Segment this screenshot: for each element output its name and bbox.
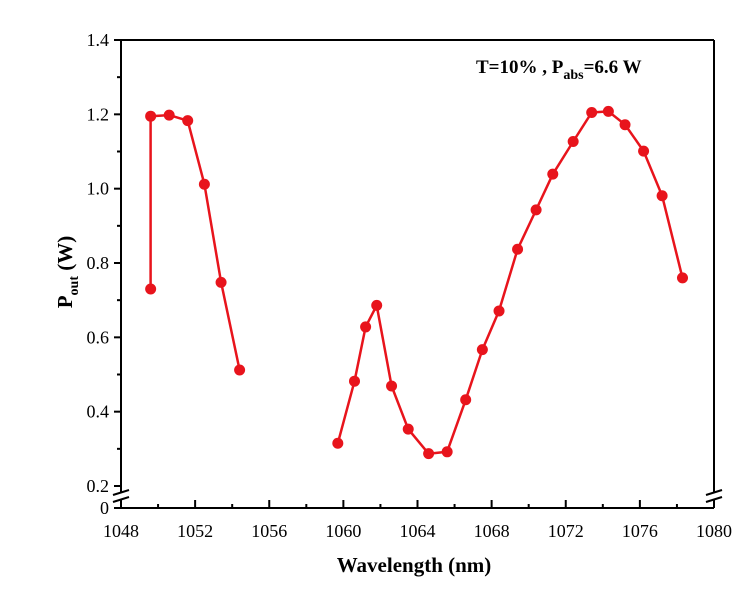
data-point	[619, 119, 631, 131]
y-axis-title: Pout (W)	[53, 236, 82, 309]
data-point	[386, 380, 398, 392]
data-point	[602, 105, 614, 117]
data-point	[656, 190, 668, 202]
x-tick-label: 1080	[696, 521, 732, 541]
y-tick-label: 0.4	[87, 402, 110, 422]
data-point	[402, 423, 414, 435]
data-point	[423, 448, 435, 460]
data-point	[676, 272, 688, 284]
x-tick-label: 1072	[548, 521, 584, 541]
data-point	[441, 446, 453, 458]
data-point	[198, 178, 210, 190]
data-point	[360, 321, 372, 333]
data-point	[476, 344, 488, 356]
x-tick-label: 1068	[474, 521, 510, 541]
data-point	[163, 109, 175, 121]
x-axis-title: Wavelength (nm)	[337, 553, 492, 577]
axis-break-left-a	[112, 489, 130, 496]
data-point	[145, 283, 157, 295]
axis-break-right-b	[705, 496, 723, 503]
x-axis: 1048 1052 1056 1060 1064 1068 1072 1076 1080	[103, 500, 732, 541]
y-tick-label-zero: 0	[100, 498, 109, 518]
y-tick-label: 1.0	[87, 179, 110, 199]
data-point	[348, 375, 360, 387]
y-tick-label: 0.8	[87, 253, 110, 273]
x-tick-label: 1052	[177, 521, 213, 541]
data-point	[371, 299, 383, 311]
data-point	[530, 204, 542, 216]
x-tick-label: 1064	[400, 521, 436, 541]
data-point	[234, 364, 246, 376]
x-tick-label: 1048	[103, 521, 139, 541]
axis-break-right-a	[705, 489, 723, 496]
y-tick-label: 0.6	[87, 327, 110, 347]
data-point	[493, 305, 505, 317]
data-point	[145, 110, 157, 122]
y-tick-label: 1.4	[87, 30, 110, 50]
axis-break-left-b	[112, 496, 130, 503]
data-point	[512, 243, 524, 255]
y-tick-label: 1.2	[87, 104, 110, 124]
data-point	[182, 115, 194, 127]
data-point	[460, 394, 472, 406]
y-axis: 0.2 0.4 0.6 0.8 1.0 1.2 1.4 0	[87, 30, 121, 518]
data-point	[586, 106, 598, 118]
series-group	[145, 105, 688, 460]
y-tick-label: 0.2	[87, 476, 110, 496]
plot-frame	[112, 39, 723, 509]
data-point	[567, 135, 579, 147]
data-point	[638, 145, 650, 157]
series-line-2	[336, 110, 684, 455]
x-tick-label: 1056	[251, 521, 287, 541]
data-point	[215, 276, 227, 288]
series-line-1	[149, 113, 241, 371]
data-point	[332, 437, 344, 449]
x-tick-label: 1076	[622, 521, 658, 541]
annotation: T=10% , Pabs=6.6 W	[476, 57, 642, 83]
x-tick-label: 1060	[325, 521, 361, 541]
data-point	[547, 168, 559, 180]
